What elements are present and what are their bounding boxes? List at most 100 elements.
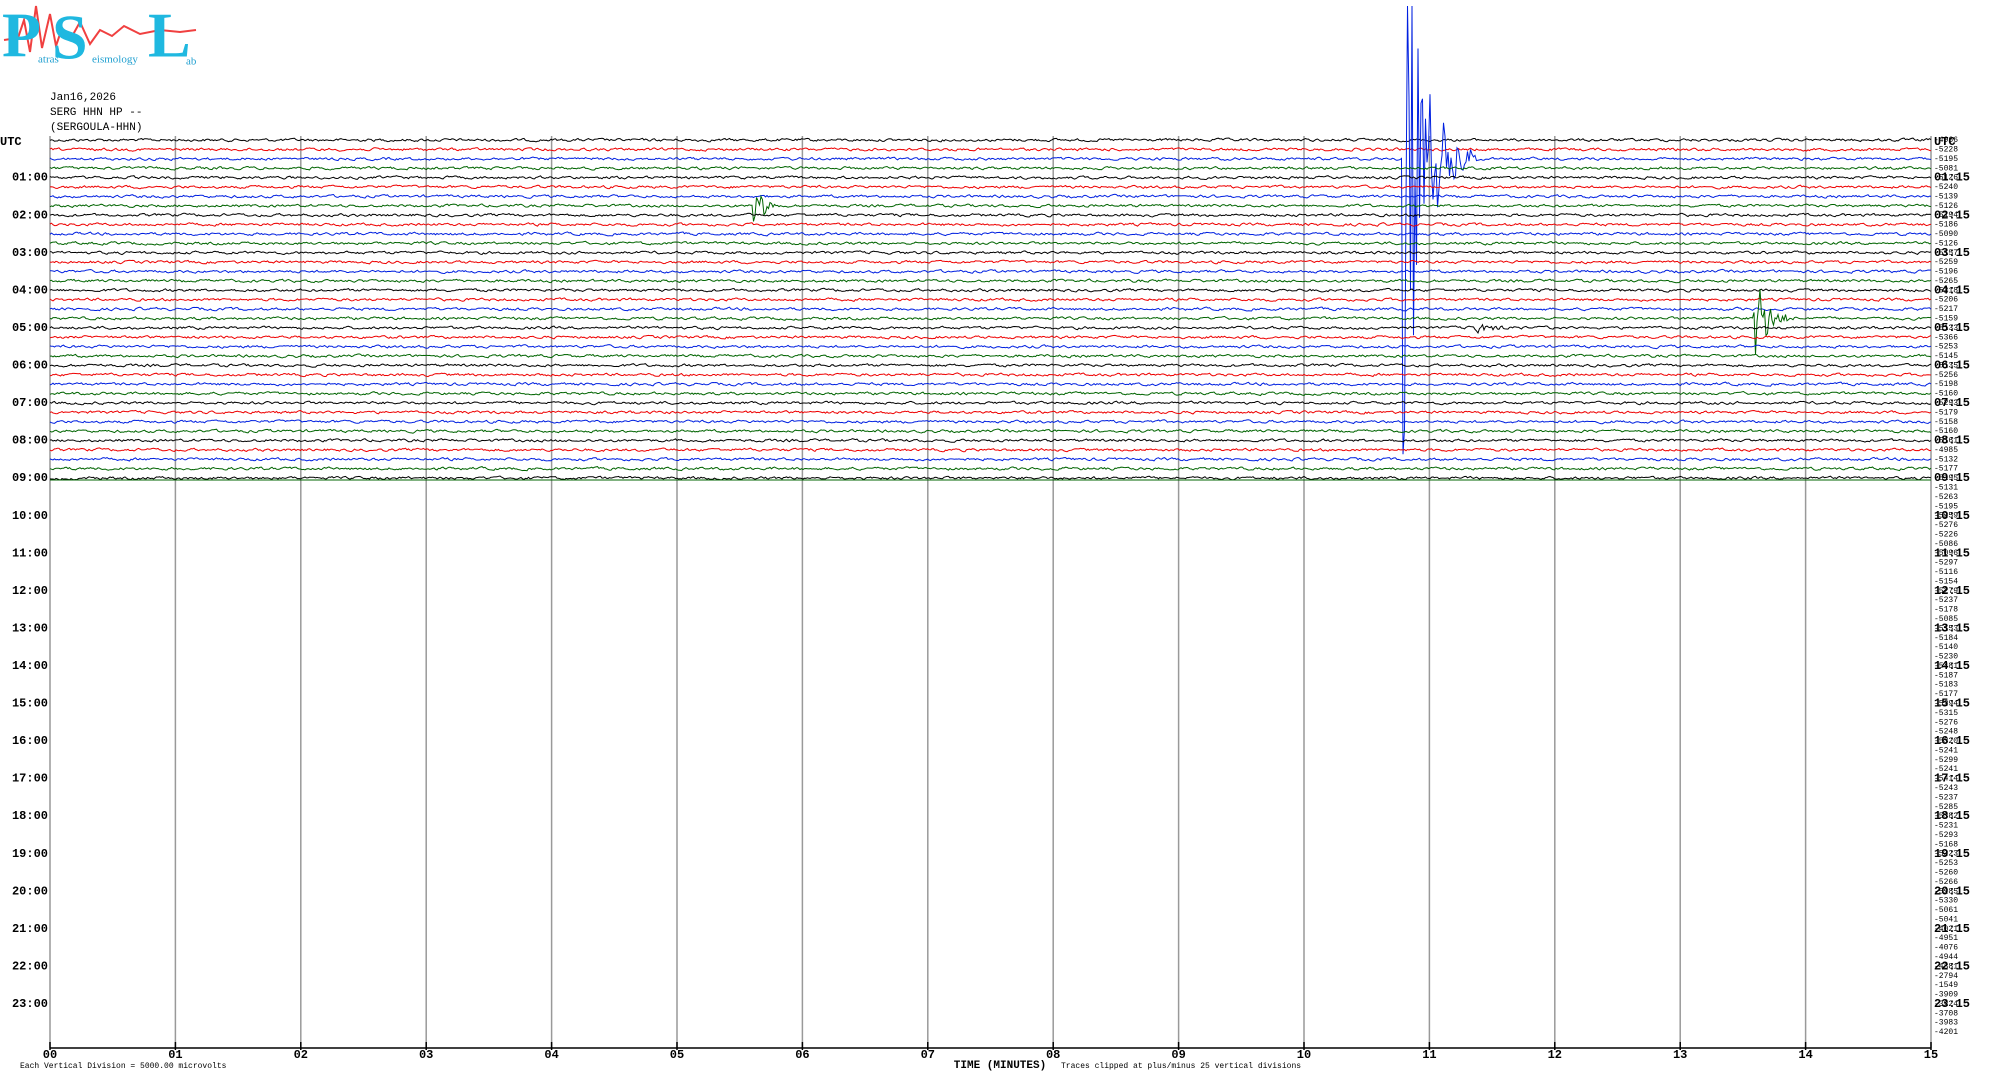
trace-offset: -5126 — [1934, 174, 1958, 183]
trace-offset: -5085 — [1934, 615, 1958, 624]
trace-offset: -5230 — [1934, 653, 1958, 662]
trace-offset: -5160 — [1934, 390, 1958, 399]
trace-offset: -5187 — [1934, 671, 1958, 680]
x-tick-label: 08 — [1046, 1048, 1060, 1062]
trace-offset: -5285 — [1934, 887, 1958, 896]
trace-offset: -5279 — [1934, 587, 1958, 596]
left-time-label: 08:00 — [12, 434, 48, 448]
trace-offset: -5157 — [1934, 249, 1958, 258]
trace — [49, 306, 1932, 312]
trace-offset: -5315 — [1934, 709, 1958, 718]
date: Jan16,2026 — [50, 92, 116, 104]
trace-offset: -4076 — [1934, 944, 1958, 953]
right-time-label: 23:15 — [1934, 997, 1970, 1011]
right-time-label: 20:15 — [1934, 884, 1970, 898]
left-time-label: 20:00 — [12, 884, 48, 898]
trace-offset: -5226 — [1934, 530, 1958, 539]
trace-offset: -5194 — [1934, 211, 1958, 220]
trace — [49, 409, 1932, 415]
trace-offset: -5253 — [1934, 343, 1958, 352]
trace-offset: -5160 — [1934, 427, 1958, 436]
trace-offset: -5248 — [1934, 728, 1958, 737]
trace-offset: -5294 — [1934, 699, 1958, 708]
clip-note: Traces clipped at plus/minus 25 vertical… — [1061, 1062, 1301, 1071]
trace — [49, 147, 1932, 152]
trace-offset: -5195 — [1934, 474, 1958, 483]
trace — [49, 381, 1932, 387]
trace-offset: -5061 — [1934, 906, 1958, 915]
trace-offset: -5276 — [1934, 718, 1958, 727]
trace-offset: -5297 — [1934, 559, 1958, 568]
logo-letter: L — [148, 0, 191, 71]
x-tick-label: 00 — [43, 1048, 57, 1062]
trace — [49, 222, 1932, 227]
right-time-label: 03:15 — [1934, 246, 1970, 260]
station-name: (SERGOULA-HHN) — [50, 122, 142, 134]
trace-offset: -5253 — [1934, 859, 1958, 868]
trace — [49, 323, 1932, 334]
right-time-label: 08:15 — [1934, 434, 1970, 448]
trace-offset: -5196 — [1934, 268, 1958, 277]
trace — [49, 438, 1932, 443]
trace-offset: -4381 — [1934, 962, 1958, 971]
x-tick-label: 01 — [168, 1048, 182, 1062]
left-time-label: 19:00 — [12, 847, 48, 861]
trace-offset: -5135 — [1934, 361, 1958, 370]
trace-offset: -5183 — [1934, 681, 1958, 690]
trace — [49, 175, 1932, 181]
trace-offset: -5276 — [1934, 521, 1958, 530]
right-time-label: 22:15 — [1934, 959, 1970, 973]
trace-offset: -5177 — [1934, 690, 1958, 699]
trace-offset: -5161 — [1934, 437, 1958, 446]
trace — [50, 268, 1932, 275]
traces — [49, 5, 1932, 481]
trace-offset: -5096 — [1934, 549, 1958, 558]
trace-offset: -5139 — [1934, 192, 1958, 201]
trace-offset: -5145 — [1934, 352, 1958, 361]
trace-offset: -5090 — [1934, 230, 1958, 239]
left-time-label: 15:00 — [12, 697, 48, 711]
trace-offset: -4021 — [1934, 925, 1958, 934]
left-time-label: 01:00 — [12, 171, 48, 185]
trace-offset: -5178 — [1934, 606, 1958, 615]
trace-offset: -5237 — [1934, 793, 1958, 802]
trace-offset: -5263 — [1934, 493, 1958, 502]
trace-offset: -5218 — [1934, 286, 1958, 295]
trace-offset: -5184 — [1934, 634, 1958, 643]
x-tick-label: 09 — [1171, 1048, 1185, 1062]
trace-offset: -3983 — [1934, 1019, 1958, 1028]
trace-offset: -5177 — [1934, 465, 1958, 474]
trace — [49, 250, 1932, 256]
trace-offset: -5168 — [1934, 840, 1958, 849]
right-time-label: 15:15 — [1934, 697, 1970, 711]
scale-note: Each Vertical Division = 5000.00 microvo… — [20, 1062, 227, 1071]
right-time-label: UTC — [1934, 135, 1956, 149]
trace — [49, 390, 1932, 397]
right-time-label: 11:15 — [1934, 546, 1970, 560]
left-time-label: 09:00 — [12, 471, 48, 485]
trace — [49, 456, 1932, 462]
logo-letter: P — [2, 0, 41, 71]
trace-offset: -4201 — [1934, 1028, 1958, 1037]
trace — [49, 288, 1932, 355]
trace — [49, 240, 1932, 246]
trace — [49, 193, 1932, 199]
trace-offset: -1549 — [1934, 981, 1958, 990]
trace-offset: -5131 — [1934, 484, 1958, 493]
left-time-label: 07:00 — [12, 396, 48, 410]
trace-offset: -5041 — [1934, 915, 1958, 924]
trace-offset: -3224 — [1934, 1000, 1958, 1009]
left-time-label: 17:00 — [12, 772, 48, 786]
trace-offset: -5243 — [1934, 784, 1958, 793]
trace — [49, 428, 1932, 434]
trace-offset: -4985 — [1934, 446, 1958, 455]
left-time-label: 23:00 — [12, 997, 48, 1011]
trace — [49, 231, 1932, 237]
trace-offset: -5116 — [1934, 568, 1958, 577]
trace-offset: -5241 — [1934, 746, 1958, 755]
trace-offset: -5481 — [1934, 662, 1958, 671]
trace — [49, 400, 1932, 406]
trace — [49, 165, 1932, 171]
right-time-label: 02:15 — [1934, 208, 1970, 222]
x-tick-label: 07 — [921, 1048, 935, 1062]
